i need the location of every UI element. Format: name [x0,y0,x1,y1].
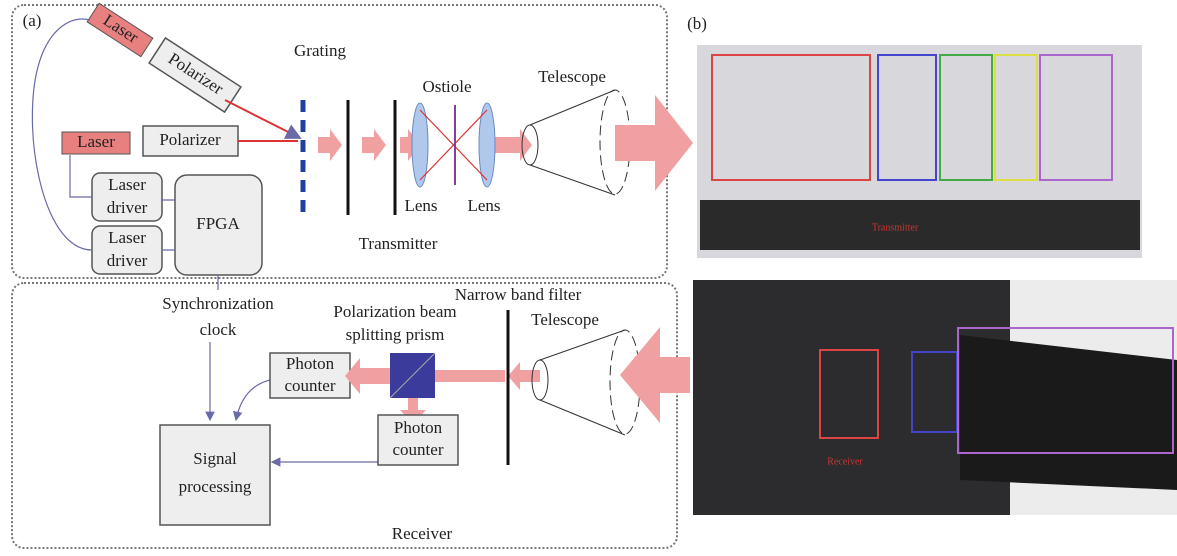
label: splitting prism [346,325,445,344]
figure: (a) (b) Laser Polarizer Laser Polarizer … [0,0,1177,551]
label: Receiver [392,524,453,543]
label: Synchronization [162,294,274,313]
label: Lens [467,196,500,215]
panel-label: (b) [687,14,707,33]
label: Transmitter [872,222,919,233]
tilted-laser: Laser [87,3,153,56]
label: driver [107,198,148,217]
transmitter-photo: Transmitter [697,45,1142,258]
panel-label: (a) [23,11,42,30]
label: Polarizer [159,130,221,149]
label: Signal [193,449,237,468]
label: clock [200,320,237,339]
label: Lens [404,196,437,215]
label: processing [179,477,252,496]
label: Photon [394,418,443,437]
label: Telescope [538,67,606,86]
label: FPGA [196,214,240,233]
label: Telescope [531,310,599,329]
signal-processing [160,425,270,525]
label: Receiver [827,456,863,467]
label: Ostiole [422,77,471,96]
label: counter [285,376,336,395]
label: Photon [286,354,335,373]
label: Laser [108,175,146,194]
label: Laser [77,132,115,151]
label: driver [107,251,148,270]
label: Narrow band filter [455,285,582,304]
label: counter [393,440,444,459]
label: Laser [108,228,146,247]
label: Transmitter [359,234,438,253]
label: Grating [294,41,346,60]
receiver-photo: Receiver [693,280,1177,515]
label: Polarization beam [333,302,456,321]
